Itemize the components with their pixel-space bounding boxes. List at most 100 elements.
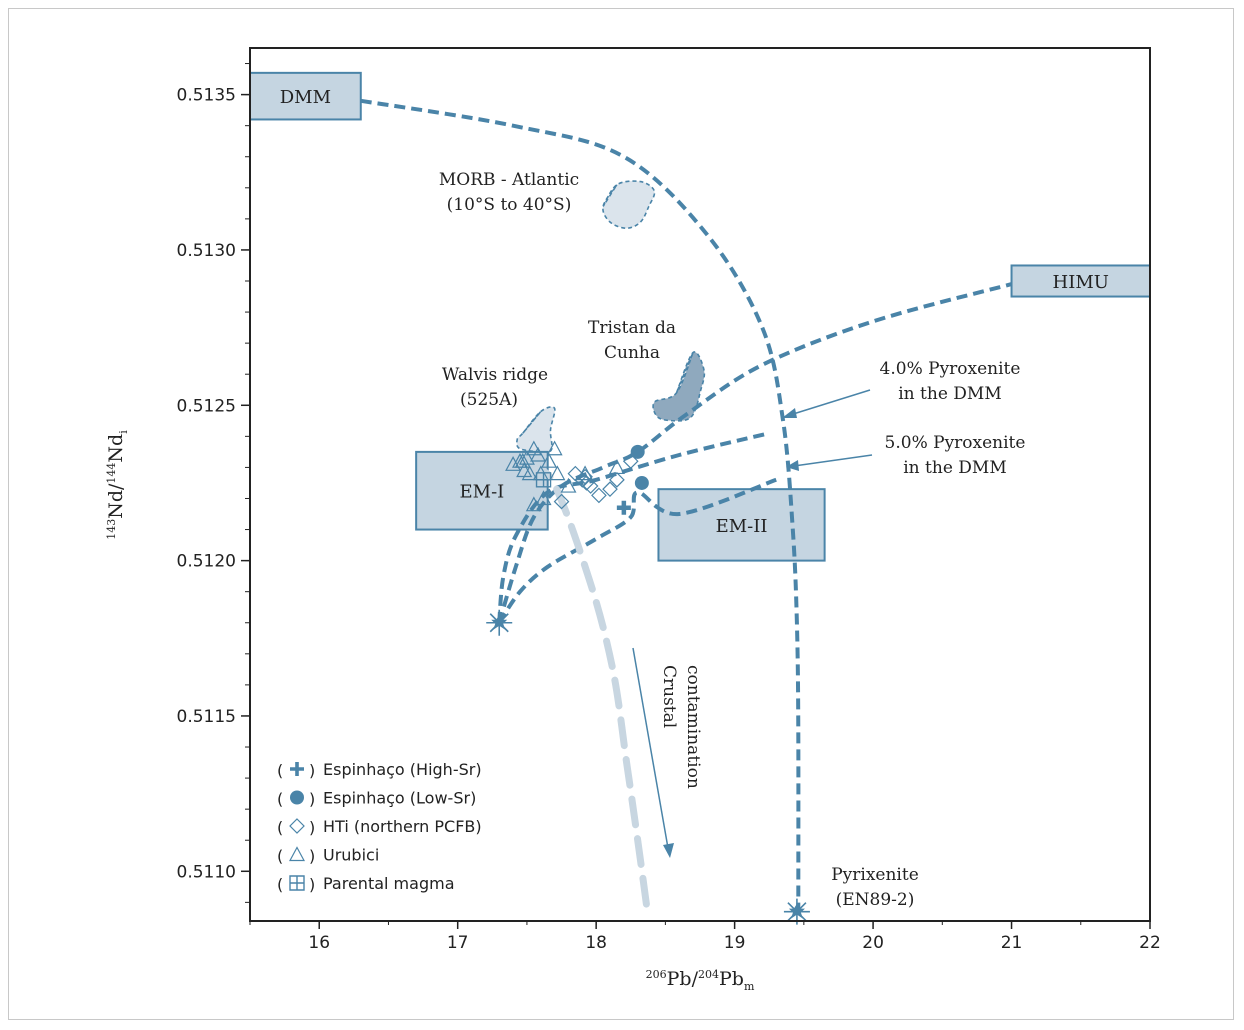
legend-marker-plus xyxy=(290,762,304,776)
himu-box xyxy=(1010,264,1150,298)
legend-paren-close: ) xyxy=(309,818,315,837)
legend-paren-close: ) xyxy=(309,847,315,866)
urubici-point-shape xyxy=(525,496,542,512)
dmm-box xyxy=(250,71,362,121)
hti-northern-pcfb-point xyxy=(591,487,607,504)
urubici-point-shape xyxy=(525,440,542,456)
morb-atlantic-field xyxy=(602,180,656,230)
data-points-layer xyxy=(486,440,810,925)
x-tick-label: 20 xyxy=(862,933,884,953)
y-tick-label: 0.5110 xyxy=(177,862,236,882)
urubici-point-shape xyxy=(546,440,563,456)
urubici-point-shape xyxy=(535,490,552,506)
annotations-layer: MORB - Atlantic (10°S to 40°S) Tristan d… xyxy=(439,170,1026,910)
urubici-point-shape xyxy=(516,462,533,478)
hti-northern-pcfb-point xyxy=(622,453,639,470)
walvis-label-2: (525A) xyxy=(460,390,518,410)
legend-marker-diamond xyxy=(289,818,305,834)
tristan-label-2: Cunha xyxy=(604,343,660,363)
urubici-point-shape xyxy=(505,456,522,471)
hti-northern-pcfb-point xyxy=(578,475,595,491)
legend-paren-open: ( xyxy=(277,875,283,894)
5-0-pyroxenite-in-the-dmm-curve xyxy=(497,477,777,624)
x-tick-label: 19 xyxy=(724,933,746,953)
urubici-point xyxy=(514,452,531,468)
crustal-label-1: Crustal xyxy=(659,665,679,728)
espinha-o-low-sr-point xyxy=(634,475,649,490)
urubici-point-shape xyxy=(541,452,558,468)
legend-label: Espinhaço (Low-Sr) xyxy=(323,789,476,808)
hti-northern-pcfb-point xyxy=(609,471,625,488)
x-tick-label: 22 xyxy=(1139,933,1161,953)
urubici-point xyxy=(546,440,563,456)
espinha-o-low-sr-point-shape xyxy=(630,444,645,459)
end-member-star-core xyxy=(788,903,805,919)
legend-marker-squareplus xyxy=(289,875,305,891)
legend: () Espinhaço (High-Sr) () Espinhaço (Low-Sr… xyxy=(277,760,482,894)
urubici-point xyxy=(521,465,538,481)
arrows-layer xyxy=(632,389,873,858)
walvis-ridge-field xyxy=(515,406,556,453)
em-i-label: EM-I xyxy=(460,482,505,503)
pyroxenite-4-arrow xyxy=(789,389,871,416)
y-tick-label: 0.5120 xyxy=(177,552,236,572)
hti-northern-pcfb-point xyxy=(602,481,618,498)
y-ticks: 0.5110 0.5115 0.5120 0.5125 0.5130 0.5135 xyxy=(177,63,250,903)
walvis-label-1: Walvis ridge xyxy=(442,365,548,385)
legend-marker-circle-shape xyxy=(290,790,304,805)
hti-northern-pcfb-point-shape xyxy=(577,468,593,485)
crustal-contamination-arrow xyxy=(632,647,669,849)
pyroxenite-4-label-1: 4.0% Pyroxenite xyxy=(880,359,1021,379)
hti-northern-pcfb-point-shape xyxy=(602,481,618,498)
pyroxenite-5-label-1: 5.0% Pyroxenite xyxy=(885,433,1026,453)
y-tick-label: 0.5135 xyxy=(177,86,236,106)
hti-northern-pcfb-point-shape xyxy=(578,475,595,491)
legend-label: Urubici xyxy=(323,846,379,865)
hti-northern-pcfb-point-shape xyxy=(582,478,599,494)
x-tick-label: 21 xyxy=(1001,933,1023,953)
espinha-o-low-sr-point-shape xyxy=(634,475,649,490)
figure-frame xyxy=(8,8,1234,1020)
x-tick-label: 17 xyxy=(447,933,469,953)
x-tick-label: 18 xyxy=(585,933,607,953)
hti-northern-pcfb-point xyxy=(553,493,570,510)
crustal-contamination-curve xyxy=(523,466,651,916)
parental-magma-point-shape xyxy=(535,472,552,488)
end-member-star xyxy=(486,609,513,636)
urubici-point-shape xyxy=(549,465,566,481)
urubici-point xyxy=(518,449,535,465)
x-tick-label: 16 xyxy=(308,933,330,953)
y-tick-label: 0.5130 xyxy=(177,241,236,261)
end-member-star-core xyxy=(491,614,508,630)
y-axis-title: 143Nd/144Ndi xyxy=(105,430,130,540)
legend-marker-triangle-shape xyxy=(288,846,306,862)
em-i-to-himu-mixing-curve xyxy=(497,282,1013,624)
pyrixenite-label-2: (EN89-2) xyxy=(836,890,915,910)
legend-marker-squareplus-shape xyxy=(289,875,305,891)
hti-northern-pcfb-point xyxy=(577,468,593,485)
urubici-point-shape xyxy=(521,465,538,481)
end-member-star xyxy=(783,898,810,925)
hti-northern-pcfb-point-shape xyxy=(574,471,591,488)
espinha-o-low-sr-point xyxy=(630,444,645,459)
reservoir-boxes-layer: DMM HIMU EM-I EM-II xyxy=(250,71,1150,562)
urubici-point xyxy=(549,465,566,481)
x-ticks: 16 17 18 19 20 21 22 xyxy=(249,921,1161,953)
espinha-o-high-sr-point xyxy=(616,500,631,515)
legend-marker-triangle xyxy=(288,846,306,862)
pyroxenite-4-label-2: in the DMM xyxy=(898,384,1001,404)
himu-label: HIMU xyxy=(1053,272,1109,293)
urubici-point xyxy=(541,452,558,468)
parental-magma-point xyxy=(535,472,552,488)
legend-label: HTi (northern PCFB) xyxy=(323,817,482,836)
legend-paren-close: ) xyxy=(309,761,315,780)
pyroxenite-5-arrow xyxy=(793,454,873,467)
urubici-point-shape xyxy=(514,452,531,468)
legend-paren-open: ( xyxy=(277,761,283,780)
morb-label-2: (10°S to 40°S) xyxy=(447,195,572,215)
urubici-point xyxy=(560,477,577,493)
hti-northern-pcfb-point-shape xyxy=(609,471,625,488)
hti-northern-pcfb-point xyxy=(574,471,591,488)
urubici-point xyxy=(525,440,542,456)
